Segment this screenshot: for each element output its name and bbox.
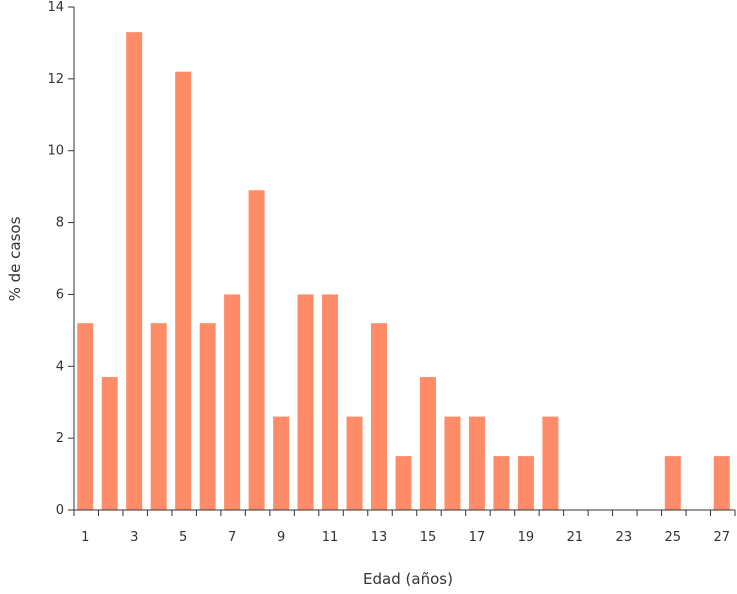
bar-age-19 (517, 456, 534, 510)
bar-age-5 (175, 71, 192, 511)
bar-age-6 (199, 323, 216, 510)
x-tick-label: 3 (130, 530, 138, 545)
x-tick-label: 25 (665, 530, 682, 545)
x-tick-label: 19 (518, 530, 535, 545)
bar-age-18 (493, 456, 510, 510)
y-tick-label: 8 (56, 216, 64, 231)
y-tick-label: 12 (47, 72, 64, 87)
y-tick-label: 0 (56, 503, 64, 518)
y-tick-label: 14 (47, 0, 64, 15)
bar-age-25 (664, 456, 681, 510)
bar-age-3 (126, 32, 143, 511)
bar-age-20 (542, 416, 559, 510)
x-tick-label: 27 (713, 530, 730, 545)
y-tick-label: 6 (56, 287, 64, 302)
bar-age-15 (419, 377, 436, 510)
y-axis-title: % de casos (6, 216, 24, 301)
bar-age-4 (150, 323, 167, 510)
bars-group (77, 32, 730, 511)
x-tick-label: 5 (179, 530, 187, 545)
bar-age-17 (468, 416, 485, 510)
y-tick-label: 4 (56, 359, 64, 374)
bar-age-27 (713, 456, 730, 510)
bar-age-7 (224, 294, 241, 510)
bar-age-11 (322, 294, 339, 510)
x-tick-label: 1 (81, 530, 89, 545)
x-tick-label: 9 (277, 530, 285, 545)
x-tick-label: 17 (469, 530, 486, 545)
bar-age-12 (346, 416, 363, 510)
bar-age-10 (297, 294, 314, 510)
x-tick-label: 23 (616, 530, 633, 545)
x-tick-label: 13 (371, 530, 388, 545)
bar-age-9 (273, 416, 290, 510)
bar-age-8 (248, 190, 265, 511)
bar-age-16 (444, 416, 461, 510)
x-tick-label: 11 (322, 530, 339, 545)
y-tick-label: 2 (56, 431, 64, 446)
y-tick-label: 10 (47, 144, 64, 159)
bar-age-13 (371, 323, 388, 510)
x-axis-title: Edad (años) (363, 570, 453, 588)
bar-age-1 (77, 323, 94, 510)
x-tick-label: 21 (567, 530, 584, 545)
bar-age-2 (101, 377, 118, 510)
x-tick-label: 7 (228, 530, 236, 545)
bar-age-14 (395, 456, 412, 510)
x-tick-label: 15 (420, 530, 437, 545)
